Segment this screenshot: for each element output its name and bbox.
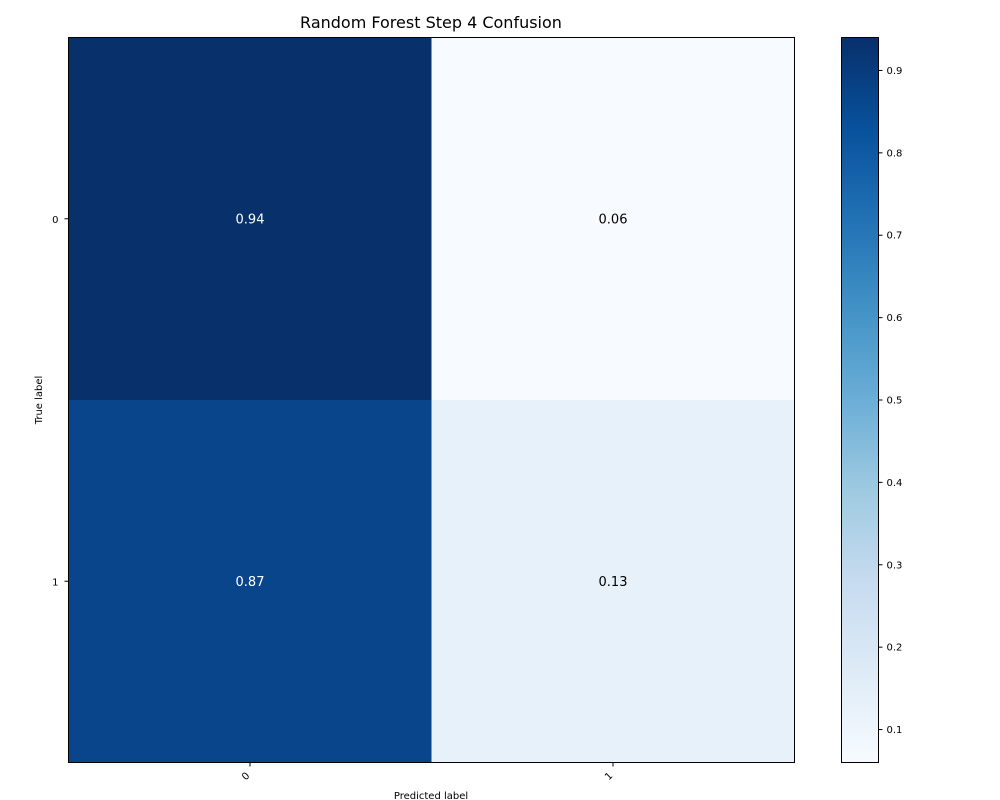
y-axis-label: True label <box>34 376 45 426</box>
x-tick-label: 0 <box>240 771 252 783</box>
cell-value-label: 0.13 <box>599 575 628 590</box>
x-axis-label: Predicted label <box>394 791 468 800</box>
heatmap-cell <box>431 400 795 763</box>
colorbar-tick-label: 0.9 <box>887 66 903 77</box>
colorbar-tick-label: 0.1 <box>887 725 903 736</box>
heatmap-cell <box>68 37 432 401</box>
colorbar-tick-label: 0.2 <box>887 643 903 654</box>
colorbar-tick-label: 0.3 <box>887 560 903 571</box>
colorbar-tick-label: 0.6 <box>887 313 903 324</box>
colorbar-tick-label: 0.4 <box>887 478 903 489</box>
heatmap-cell <box>68 400 432 763</box>
x-tick-label: 1 <box>603 771 615 783</box>
colorbar-tick-label: 0.7 <box>887 231 903 242</box>
heatmap-cells: 0.94 0.06 0.87 0.13 <box>68 37 795 763</box>
colorbar-ticks: 0.1 0.2 0.3 0.4 0.5 0.6 0.7 0.8 0.9 <box>878 66 903 736</box>
y-axis-ticks: 01 <box>52 215 69 588</box>
plot-frame <box>68 37 795 763</box>
colorbar <box>841 37 879 763</box>
heatmap-cell <box>431 37 795 401</box>
colorbar-tick-label: 0.8 <box>887 148 903 159</box>
cell-value-label: 0.94 <box>236 212 265 227</box>
cell-value-label: 0.87 <box>236 575 265 590</box>
y-tick-label: 0 <box>52 215 58 226</box>
colorbar-tick-label: 0.5 <box>887 396 903 407</box>
cell-value-label: 0.06 <box>599 212 628 227</box>
y-tick-label: 1 <box>52 577 58 588</box>
chart-title: Random Forest Step 4 Confusion <box>300 13 562 32</box>
